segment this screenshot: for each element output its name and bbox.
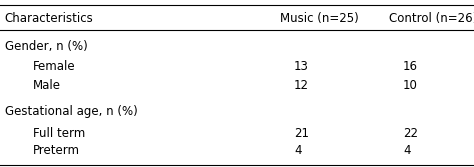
Text: 4: 4 xyxy=(294,144,301,157)
Text: 12: 12 xyxy=(294,79,309,92)
Text: 10: 10 xyxy=(403,79,418,92)
Text: Music (n=25): Music (n=25) xyxy=(280,12,358,25)
Text: 21: 21 xyxy=(294,127,309,140)
Text: 22: 22 xyxy=(403,127,418,140)
Text: Female: Female xyxy=(33,60,76,73)
Text: Full term: Full term xyxy=(33,127,85,140)
Text: Preterm: Preterm xyxy=(33,144,80,157)
Text: 4: 4 xyxy=(403,144,410,157)
Text: Gestational age, n (%): Gestational age, n (%) xyxy=(5,105,137,118)
Text: 16: 16 xyxy=(403,60,418,73)
Text: Male: Male xyxy=(33,79,61,92)
Text: 13: 13 xyxy=(294,60,309,73)
Text: Gender, n (%): Gender, n (%) xyxy=(5,40,88,53)
Text: Control (n=26): Control (n=26) xyxy=(389,12,474,25)
Text: Characteristics: Characteristics xyxy=(5,12,93,25)
